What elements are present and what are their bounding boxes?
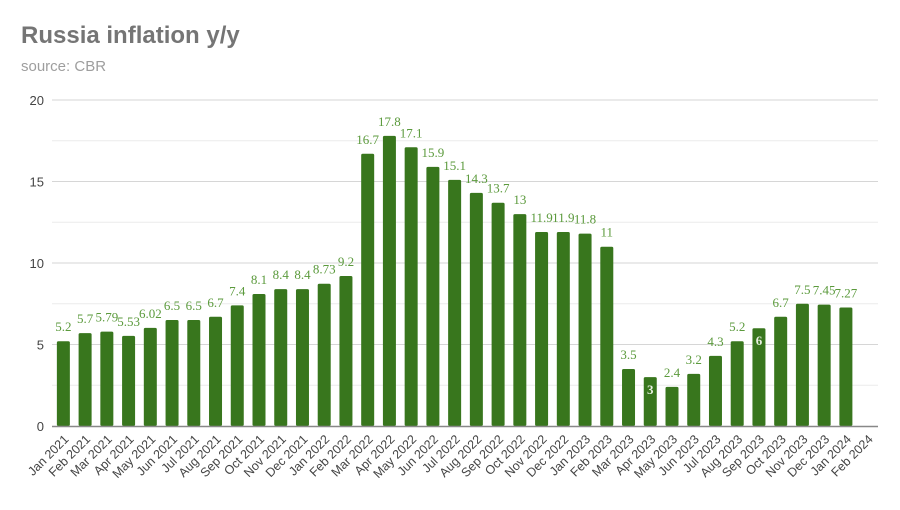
data-label: 6: [756, 333, 763, 348]
bar: [100, 331, 114, 426]
data-label: 8.1: [251, 272, 267, 287]
bar: [404, 147, 418, 426]
bar: [774, 316, 788, 426]
bar: [252, 293, 266, 426]
data-label: 15.1: [443, 158, 466, 173]
y-tick-label: 10: [30, 256, 44, 271]
data-label: 5.2: [55, 319, 71, 334]
bar: [209, 316, 223, 426]
data-label: 6.7: [207, 295, 224, 310]
data-label: 3: [647, 382, 654, 397]
bar: [556, 232, 570, 426]
data-label: 9.2: [338, 254, 354, 269]
data-label: 3.5: [620, 347, 636, 362]
bar: [600, 246, 614, 426]
bar: [165, 320, 179, 426]
data-label: 7.45: [813, 283, 836, 298]
chart-subtitle: source: CBR: [21, 58, 107, 75]
bar: [56, 341, 70, 426]
data-label: 13.7: [487, 181, 510, 196]
data-label: 6.7: [773, 295, 790, 310]
bar: [317, 283, 331, 426]
data-label: 13: [513, 192, 526, 207]
data-label: 5.79: [95, 310, 118, 325]
data-label: 4.3: [707, 334, 723, 349]
bar: [361, 153, 375, 427]
data-label: 6.5: [164, 298, 180, 313]
data-label: 5.7: [77, 311, 94, 326]
y-tick-label: 20: [30, 93, 44, 108]
bar: [817, 304, 831, 426]
bar: [122, 335, 136, 426]
data-label: 17.8: [378, 114, 401, 129]
data-label: 8.4: [273, 267, 290, 282]
bar: [469, 192, 483, 426]
data-label: 11: [601, 225, 614, 240]
y-tick-label: 0: [37, 419, 44, 434]
bars: [56, 135, 853, 427]
bar: [622, 368, 636, 426]
bar: [230, 305, 244, 426]
y-tick-label: 5: [37, 338, 44, 353]
bar: [491, 202, 505, 426]
data-label: 5.2: [729, 319, 745, 334]
bar: [143, 327, 157, 426]
data-label: 15.9: [422, 145, 445, 160]
data-label: 6.5: [186, 298, 202, 313]
data-label: 11.9: [552, 210, 574, 225]
data-label: 7.4: [229, 283, 246, 298]
bar: [78, 333, 92, 426]
bar: [295, 289, 309, 426]
y-axis-ticks: 0 5 10 15 20: [30, 93, 44, 434]
bar: [795, 303, 809, 426]
data-label: 11.8: [574, 212, 596, 227]
bar: [448, 179, 462, 426]
bar: [643, 377, 657, 426]
data-label: 7.5: [794, 282, 810, 297]
data-label: 11.9: [530, 210, 552, 225]
bar: [382, 135, 396, 427]
bar: [708, 355, 722, 426]
bar: [535, 232, 549, 426]
data-label: 14.3: [465, 171, 488, 186]
bar: [274, 289, 288, 426]
y-tick-label: 15: [30, 175, 44, 190]
bar: [187, 320, 201, 426]
bar: [687, 373, 701, 426]
data-label: 2.4: [664, 365, 681, 380]
bar: [513, 214, 527, 426]
data-label: 7.27: [835, 285, 858, 300]
data-label: 3.2: [686, 352, 702, 367]
chart-title: Russia inflation y/y: [21, 22, 240, 49]
data-label: 8.73: [313, 262, 336, 277]
bar: [426, 166, 440, 426]
bar: [339, 276, 353, 426]
data-label: 8.4: [294, 267, 311, 282]
bar: [752, 328, 766, 426]
bar: [578, 233, 592, 426]
bar: [839, 307, 853, 426]
data-label: 16.7: [356, 132, 379, 147]
data-label: 5.53: [117, 314, 140, 329]
bar: [730, 341, 744, 426]
bar: [665, 386, 679, 426]
data-label: 6.02: [139, 306, 162, 321]
data-labels: 5.25.7 5.795.536.026.5 6.5 6.77.48.1 8.4 8.4 8…: [55, 114, 858, 397]
data-label: 17.1: [400, 125, 423, 140]
